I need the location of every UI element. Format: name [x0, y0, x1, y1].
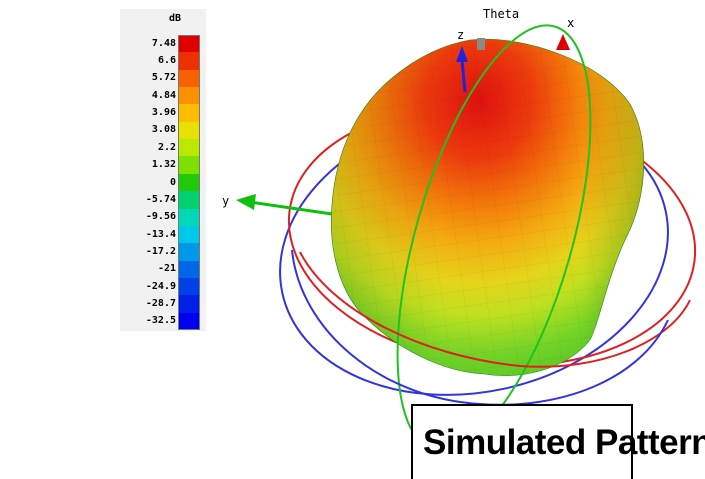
legend-swatch — [178, 139, 200, 157]
legend-tick-label: -21 — [157, 263, 176, 275]
lobe-shading — [331, 39, 644, 376]
legend-swatch — [178, 225, 200, 244]
legend-tick-label: -5.74 — [145, 193, 176, 205]
legend-swatch — [178, 52, 200, 71]
legend-swatch — [178, 156, 200, 175]
legend-tick-label: -32.5 — [145, 315, 176, 327]
legend-tick-label: 5.72 — [151, 72, 176, 84]
legend-swatch — [178, 312, 200, 331]
legend-tick-label: 0 — [169, 176, 176, 188]
phi-ring-red-front — [299, 251, 691, 368]
legend-swatch — [178, 121, 200, 140]
y-axis-label: y — [222, 194, 229, 208]
y-axis-line — [249, 200, 333, 216]
legend-swatch — [178, 243, 200, 262]
theta-label: Theta — [483, 7, 519, 21]
legend-swatch — [178, 173, 200, 192]
legend-swatch — [178, 87, 200, 105]
legend-swatch — [178, 35, 200, 53]
legend-swatch — [178, 69, 200, 88]
legend-tick-label: -17.2 — [145, 245, 176, 257]
legend-unit: dB — [168, 13, 182, 24]
legend-tick-label: -9.56 — [145, 211, 176, 223]
legend-swatch — [178, 277, 200, 296]
y-axis-arrowhead — [236, 194, 256, 210]
legend-tick-label: -13.4 — [145, 228, 176, 240]
color-legend: dB 7.48 6.6 5.72 4.84 3.96 3.08 2.2 1.32 0 -5.74 -… — [120, 9, 206, 331]
legend-tick-label: 3.96 — [151, 107, 176, 119]
legend-tick-label: 4.84 — [151, 89, 176, 101]
legend-swatch — [178, 191, 200, 210]
legend-tick-label: 2.2 — [157, 141, 176, 153]
x-axis-label: x — [567, 16, 574, 30]
z-axis-arrowhead — [456, 46, 468, 62]
legend-tick-label: 6.6 — [157, 55, 176, 67]
z-axis-line — [460, 59, 467, 93]
phi-ring-blue-front — [291, 249, 669, 406]
legend-swatch — [178, 260, 200, 279]
legend-swatch — [178, 295, 200, 314]
phi-axis-marker — [477, 38, 485, 50]
caption-text: Simulated Pattern — [423, 423, 705, 462]
legend-swatch — [178, 104, 200, 123]
z-axis-label: z — [457, 28, 464, 42]
legend-tick-label: -28.7 — [145, 297, 176, 309]
x-axis-arrowhead — [556, 34, 570, 50]
legend-tick-label: -24.9 — [145, 280, 176, 292]
legend-tick-label: 3.08 — [151, 124, 176, 136]
legend-tick-label: 7.48 — [151, 37, 176, 49]
legend-swatch — [178, 208, 200, 227]
legend-tick-label: 1.32 — [151, 159, 176, 171]
caption-box: Simulated Pattern — [411, 404, 705, 479]
